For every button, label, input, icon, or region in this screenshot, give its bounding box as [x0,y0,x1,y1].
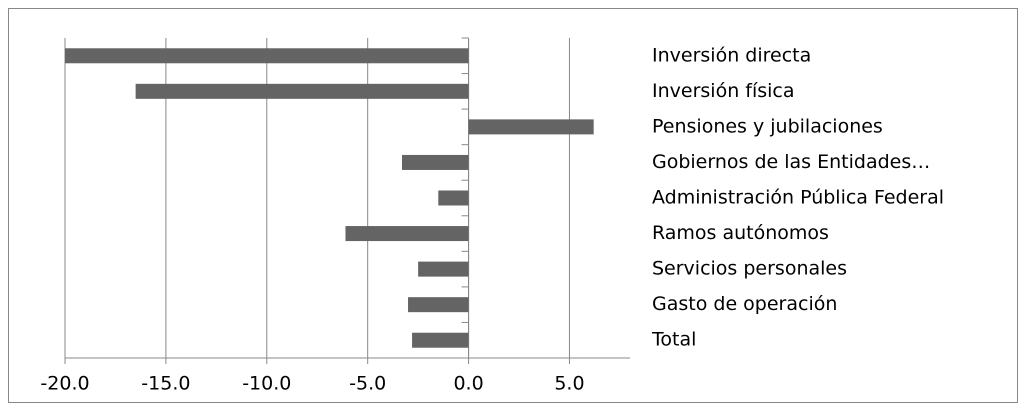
x-tick-label: -20.0 [40,373,89,395]
bar [65,48,469,64]
category-label: Pensiones y jubilaciones [652,115,883,137]
category-label: Gasto de operación [652,293,837,315]
x-tick-label: 5.0 [554,373,584,395]
category-label: Ramos autónomos [652,222,829,244]
x-tick-label: -10.0 [242,373,291,395]
x-tick-label: 0.0 [453,373,483,395]
category-label: Total [651,329,696,351]
category-label: Inversión directa [652,44,811,66]
chart-border [8,8,1018,403]
category-label: Servicios personales [652,258,847,280]
bar [418,261,469,277]
x-tick-label: -5.0 [349,373,386,395]
bar [401,154,469,170]
bar [408,297,469,313]
bar [468,119,594,135]
category-label: Administración Pública Federal [652,187,944,209]
x-tick-label: -15.0 [141,373,190,395]
category-label: Inversión física [652,80,795,102]
bar [412,332,469,348]
bar [345,226,469,242]
bar [438,190,469,206]
category-label: Gobiernos de las Entidades… [652,151,930,173]
bar [135,83,469,99]
